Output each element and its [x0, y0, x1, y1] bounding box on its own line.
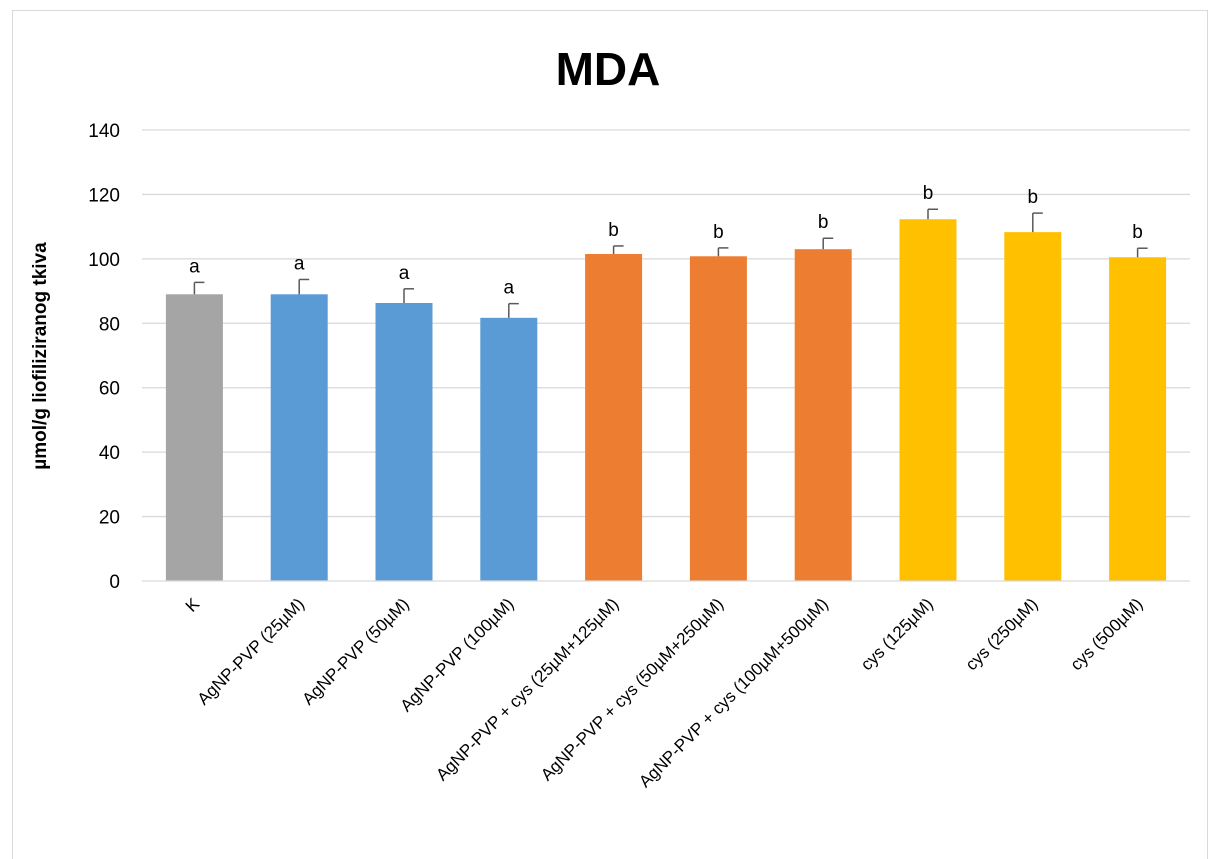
category-label: cys (250µM): [962, 594, 1042, 674]
error-bar: [298, 278, 310, 295]
y-axis-title: µmol/g liofiliziranog tkiva: [30, 242, 51, 470]
significance-label: a: [294, 253, 305, 274]
bar: [1109, 257, 1167, 581]
error-bar: [1136, 247, 1148, 258]
error-bar: [508, 302, 519, 318]
significance-label: b: [713, 222, 724, 243]
bar: [1004, 232, 1062, 581]
error-bar: [717, 247, 729, 257]
bar: [165, 294, 223, 581]
bars: [165, 219, 1167, 581]
y-tick-label: 100: [88, 250, 120, 271]
category-label: cys (125µM): [857, 594, 937, 674]
y-tick-label: 120: [88, 185, 120, 206]
y-tick-label: 60: [99, 379, 120, 400]
chart-title: MDA: [556, 43, 661, 95]
category-label: AgNP-PVP + cys (50µM+250µM): [537, 594, 727, 784]
y-tick-label: 20: [99, 508, 120, 529]
bar: [585, 254, 643, 581]
category-label: K: [182, 594, 204, 616]
category-label: AgNP-PVP + cys (100µM+500µM): [635, 594, 832, 791]
significance-label: b: [923, 183, 934, 204]
bar: [270, 294, 328, 581]
bar: [899, 219, 957, 581]
error-bar: [193, 281, 205, 295]
error-bar: [403, 288, 414, 303]
significance-label: b: [1028, 187, 1039, 208]
error-bar: [927, 208, 938, 220]
error-bar: [612, 245, 624, 255]
significance-label: a: [399, 263, 410, 284]
error-bars: [193, 208, 1148, 318]
error-bar: [822, 237, 834, 250]
significance-label: a: [189, 256, 200, 277]
y-tick-label: 140: [88, 121, 120, 142]
bar: [480, 317, 538, 581]
y-axis-ticks: 0 20 40 60 80 100 120 140: [88, 121, 120, 593]
category-label: AgNP-PVP + cys (25µM+125µM): [432, 594, 622, 784]
significance-label: b: [818, 212, 829, 233]
significance-labels: a a a a b b b b b b: [189, 183, 1143, 298]
significance-label: b: [608, 220, 619, 241]
bar: [375, 302, 433, 581]
y-tick-label: 40: [99, 443, 120, 464]
significance-label: b: [1132, 222, 1143, 243]
error-bar: [1032, 212, 1043, 233]
bar: [689, 256, 747, 581]
category-label: AgNP-PVP (25µM): [194, 594, 308, 708]
y-tick-label: 80: [99, 314, 120, 335]
category-label: AgNP-PVP (100µM): [397, 594, 518, 715]
category-label: cys (500µM): [1067, 594, 1147, 674]
significance-label: a: [504, 278, 515, 299]
category-label: AgNP-PVP (50µM): [298, 594, 412, 708]
bar: [794, 249, 852, 581]
y-tick-label: 0: [109, 572, 120, 593]
